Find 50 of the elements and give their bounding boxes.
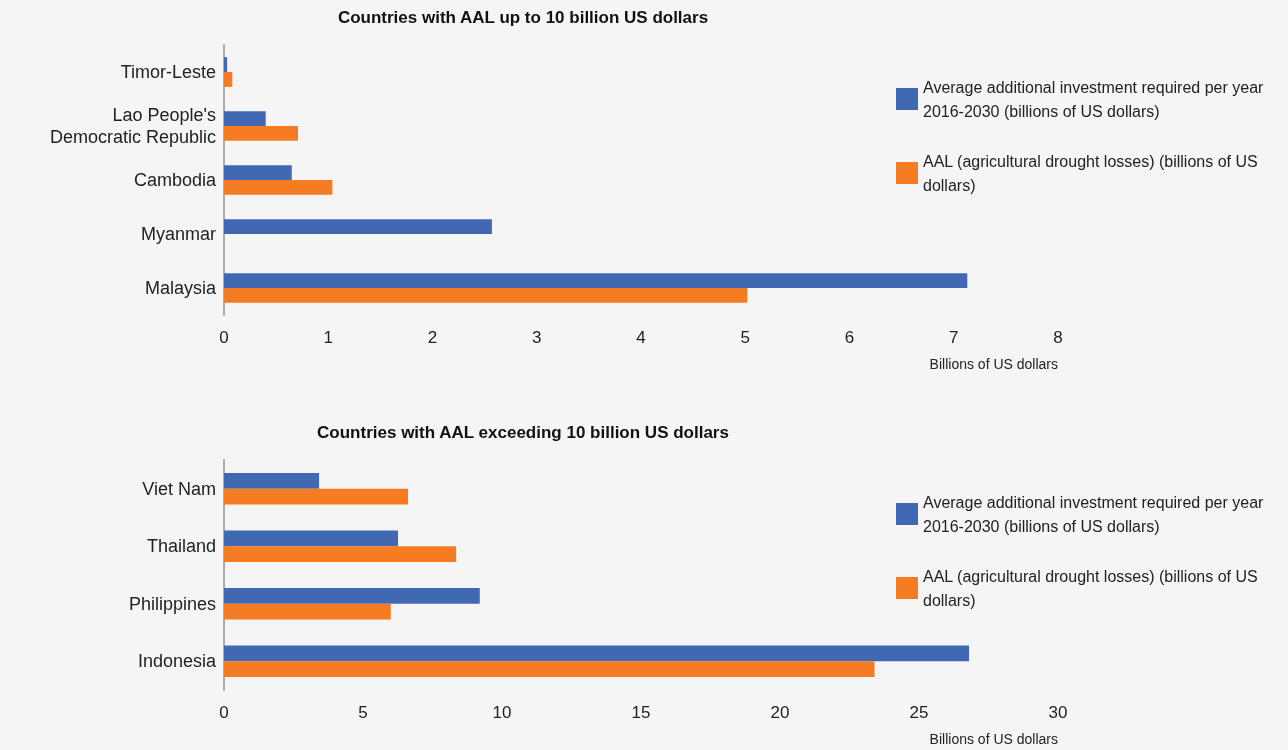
- legend-label: Average additional investment required per year 2016-2030 (billions of US dollars): [923, 493, 1268, 535]
- bar: [224, 288, 748, 303]
- x-tick-label: 7: [949, 328, 959, 347]
- bar: [224, 57, 228, 72]
- chart-title: Countries with AAL up to 10 billion US dollars: [337, 8, 709, 27]
- bar: [224, 165, 292, 180]
- y-tick-label: Indonesia: [137, 651, 217, 672]
- y-tick-label: Myanmar: [140, 224, 216, 244]
- legend-label: Average additional investment required per year 2016-2030 (billions of US dollars): [923, 78, 1268, 120]
- x-tick-label: 3: [532, 328, 542, 347]
- bar: [224, 530, 399, 547]
- x-tick-label: 8: [1053, 328, 1063, 347]
- x-tick-label: 30: [1048, 703, 1068, 722]
- legend-label: AAL (agricultural drought losses) (billions of US dollars): [923, 152, 1263, 194]
- bar: [224, 72, 233, 87]
- bar: [224, 661, 875, 678]
- y-tick-label: Thailand: [146, 536, 216, 557]
- x-tick-label: 0: [219, 703, 229, 722]
- y-tick-label: Viet Nam: [142, 478, 216, 499]
- bar: [224, 587, 480, 604]
- bar: [224, 126, 299, 141]
- legend-label: AAL (agricultural drought losses) (billions of US dollars): [923, 567, 1263, 609]
- x-tick-label: 5: [740, 328, 750, 347]
- x-axis-title: Billions of US dollars: [929, 731, 1058, 747]
- bar: [224, 488, 409, 505]
- bar: [224, 546, 457, 563]
- bar: [224, 472, 320, 489]
- bar: [224, 645, 970, 662]
- bar: [224, 219, 492, 234]
- bar: [224, 111, 266, 126]
- x-tick-label: 10: [492, 703, 512, 722]
- x-tick-label: 5: [358, 703, 368, 722]
- x-tick-label: 2: [427, 328, 438, 347]
- x-tick-label: 1: [323, 328, 333, 347]
- y-tick-label: Lao People's Democratic Republic: [49, 105, 216, 147]
- x-tick-label: 15: [631, 703, 651, 722]
- y-tick-label: Timor-Leste: [120, 62, 216, 82]
- x-tick-label: 6: [844, 328, 855, 347]
- y-tick-label: Philippines: [128, 593, 216, 614]
- bar: [224, 603, 391, 620]
- x-tick-label: 4: [636, 328, 646, 347]
- y-tick-label: Cambodia: [133, 170, 217, 190]
- x-tick-label: 25: [909, 703, 929, 722]
- bar: [224, 180, 333, 195]
- x-tick-label: 0: [219, 328, 229, 347]
- chart-title: Countries with AAL exceeding 10 billion US dollars: [317, 423, 729, 442]
- x-axis-title: Billions of US dollars: [929, 356, 1058, 372]
- bar: [224, 273, 968, 288]
- y-tick-label: Malaysia: [144, 278, 217, 298]
- x-tick-label: 20: [770, 703, 790, 722]
